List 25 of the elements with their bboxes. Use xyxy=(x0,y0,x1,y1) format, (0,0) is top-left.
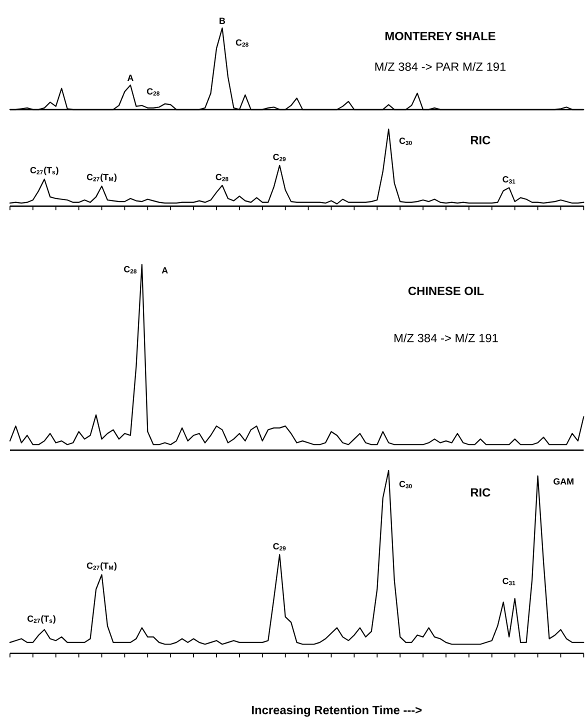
annotation: C$_{27}$(T$_{M}$) xyxy=(86,562,117,571)
annotation: C$_{31}$ xyxy=(502,578,516,586)
x-axis-title: Increasing Retention Time ---> xyxy=(252,706,422,717)
annotation: C$_{27}$(T$_{s}$) xyxy=(28,615,56,624)
annotation: C$_{28}$ xyxy=(216,174,228,182)
chart-title: RIC xyxy=(470,136,490,144)
annotation: C$_{27}$(T$_{M}$) xyxy=(86,174,117,182)
text: M/Z 384 -> PAR M/Z 191 xyxy=(375,62,506,71)
annotation: C$_{30}$ xyxy=(399,138,412,146)
chart-title: MONTEREY SHALE xyxy=(385,32,496,40)
annotation: C$_{31}$ xyxy=(502,176,516,184)
annotation: A xyxy=(127,74,134,81)
annotation: C$_{28}$ xyxy=(236,39,248,47)
text: M/Z 384 -> M/Z 191 xyxy=(394,334,498,342)
text: CHINESE OIL xyxy=(408,286,484,296)
annotation: C$_{29}$ xyxy=(273,543,286,550)
annotation: C$_{28}$ xyxy=(146,88,160,96)
annotation: A xyxy=(162,267,168,274)
annotation: C$_{28}$ xyxy=(124,266,137,274)
annotation: C$_{29}$ xyxy=(273,154,286,162)
annotation: C$_{30}$ xyxy=(399,480,412,488)
annotation: GAM xyxy=(554,478,574,485)
text: B xyxy=(220,18,226,24)
text: RIC xyxy=(470,488,490,497)
annotation: C$_{27}$(T$_{s}$) xyxy=(30,166,58,176)
